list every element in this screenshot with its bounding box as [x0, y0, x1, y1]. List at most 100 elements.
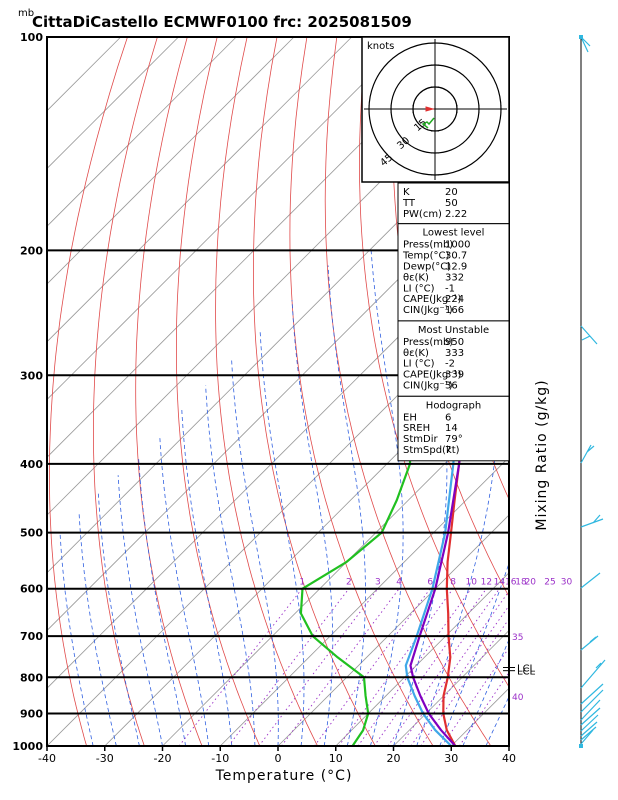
moist-adiabat-line — [97, 493, 140, 746]
index-value-hodo-0: 6 — [445, 412, 451, 423]
index-heading-lowest: Lowest level — [423, 228, 485, 239]
temperature-tick-labels: -40 -30 -20 -10 0 10 20 30 40 — [38, 746, 516, 765]
isotherm-line — [335, 572, 509, 746]
wind-barb — [580, 325, 598, 345]
hodograph: knots 15 30 45 — [361, 36, 510, 183]
index-value-lowest-4: -1 — [445, 283, 455, 294]
temperature-tick-label: -20 — [154, 752, 172, 765]
index-label-lowest-1: Temp(°C) — [402, 251, 450, 262]
mixing-ratio-label: 1 — [299, 578, 305, 588]
index-value-lowest-0: 1000 — [445, 240, 470, 251]
index-value-mu-2: -2 — [445, 359, 455, 370]
pressure-tick-label: 400 — [20, 458, 43, 471]
pressure-tick-label: 600 — [20, 583, 43, 596]
index-label-hodo-3: StmSpd(kt) — [403, 445, 460, 456]
temperature-tick-label: 30 — [444, 752, 458, 765]
mixing-ratio-label: 14 — [494, 578, 506, 588]
index-value-hodo-2: 79° — [445, 434, 463, 445]
moist-adiabat-line — [231, 359, 279, 746]
index-value-hodo-3: 7 — [445, 445, 451, 456]
dry-adiabat-line — [606, 37, 618, 746]
mixing-ratio-label: 3 — [375, 578, 381, 588]
pressure-tick-label: 900 — [20, 708, 43, 721]
mixing-ratio-label: 8 — [450, 578, 456, 588]
isotherm-line — [47, 37, 122, 112]
index-label-top-0: K — [403, 187, 410, 198]
moist-adiabat-line — [78, 513, 117, 746]
mixing-ratio-label: 6 — [427, 578, 433, 588]
mixing-ratio-label: 12 — [481, 578, 492, 588]
index-box — [397, 223, 510, 322]
hodograph-ticks — [368, 42, 502, 176]
chart-title: CittaDiCastello ECMWF0100 frc: 202508150… — [32, 13, 412, 31]
level-label: LCL — [517, 667, 536, 678]
moist-adiabat-line — [181, 409, 233, 746]
index-value-mu-4: 36 — [445, 381, 458, 392]
wind-barb — [580, 689, 604, 713]
pressure-tick-label: 1000 — [12, 740, 43, 753]
index-label-mu-1: θε(K) — [403, 348, 429, 359]
pressure-tick-label: 800 — [20, 671, 43, 684]
wind-barb — [580, 659, 606, 689]
moist-adiabat-line — [159, 435, 210, 746]
background-lines — [47, 37, 618, 746]
dry-adiabat-line — [93, 37, 158, 746]
pressure-tick-label: 500 — [20, 527, 43, 540]
index-value-lowest-3: 332 — [445, 272, 464, 283]
mixing-ratio-side-label: 35 — [512, 633, 523, 643]
isotherm-line — [47, 37, 353, 343]
index-value-mu-3: 339 — [445, 370, 464, 381]
isotherm-line — [47, 167, 509, 632]
wind-barb — [580, 729, 594, 745]
mixing-ratio-line — [338, 588, 454, 746]
index-value-mu-0: 950 — [445, 337, 464, 348]
dry-adiabat-line — [49, 37, 128, 746]
dry-adiabat-line — [546, 37, 618, 746]
index-label-mu-4: CIN(Jkg⁻¹) — [403, 381, 453, 392]
temperature-tick-label: 0 — [275, 752, 282, 765]
moist-adiabat-line — [205, 385, 256, 746]
mixing-ratio-label: 18 — [515, 578, 527, 588]
dry-adiabat-line — [576, 37, 618, 746]
mixing-ratio-line — [373, 588, 487, 746]
wind-barb — [580, 721, 598, 737]
wind-barb — [580, 572, 601, 589]
mixing-ratio-label: 2 — [346, 578, 352, 588]
temperature-tick-label: 40 — [502, 752, 516, 765]
wind-profile-base-marker — [579, 744, 583, 748]
moist-adiabat-line — [291, 300, 334, 746]
moist-adiabat-line — [59, 532, 94, 746]
wind-barb — [580, 683, 604, 705]
index-label-hodo-0: EH — [403, 412, 417, 423]
index-label-mu-0: Press(mb) — [403, 337, 453, 348]
index-label-mu-3: CAPE(Jkg⁻¹) — [403, 370, 461, 381]
temperature-tick-label: 10 — [329, 752, 343, 765]
index-label-top-2: PW(cm) — [403, 209, 442, 220]
mixing-ratio-line — [178, 588, 303, 746]
wind-barb — [580, 726, 597, 741]
index-label-lowest-4: LI (°C) — [403, 283, 435, 294]
moist-adiabat-line — [138, 456, 186, 746]
pressure-tick-label: 200 — [20, 244, 43, 257]
dry-adiabat-line — [252, 37, 376, 746]
index-label-lowest-0: Press(mb) — [403, 240, 453, 251]
index-label-lowest-2: Dewp(°C) — [403, 262, 451, 273]
index-heading-mu: Most Unstable — [418, 325, 489, 336]
wind-barb — [580, 514, 604, 528]
index-box — [397, 320, 510, 397]
wind-barb — [580, 714, 599, 732]
isotherm-line — [47, 37, 237, 227]
pressure-tick-label: 300 — [20, 369, 43, 382]
hodograph-trace — [421, 117, 435, 129]
mixing-ratio-label: 20 — [525, 578, 537, 588]
pressure-tick-label: 700 — [20, 630, 43, 643]
unit-mb: mb — [18, 8, 34, 19]
isotherm-line — [47, 37, 179, 170]
moist-adiabat-line — [117, 475, 163, 746]
index-label-hodo-1: SREH — [403, 423, 430, 434]
mixing-ratio-label: 25 — [544, 578, 555, 588]
index-value-top-1: 50 — [445, 198, 458, 209]
